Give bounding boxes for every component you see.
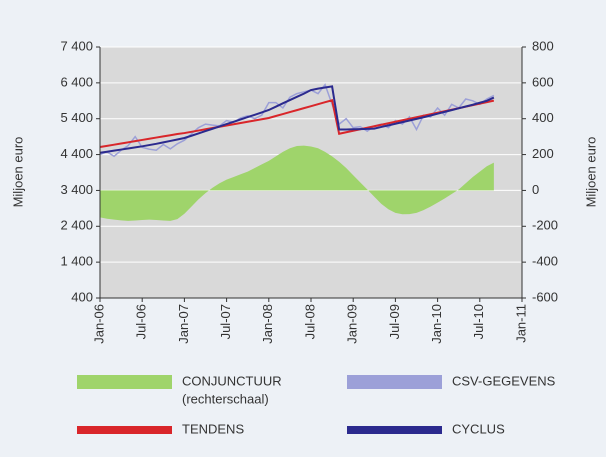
x-tick-label: Jan-06 (91, 304, 106, 344)
x-tick-label: Jul-09 (387, 304, 402, 339)
y-tick-label: 4 400 (60, 146, 93, 161)
legend-note: (rechterschaal) (182, 391, 269, 406)
y2-tick-label: -400 (532, 254, 558, 269)
line (99, 85, 495, 154)
y2-tick-label: 800 (532, 38, 554, 53)
x-tick-label: Jan-10 (429, 304, 444, 344)
area (100, 145, 494, 221)
y-tick-label: 400 (71, 289, 93, 304)
x-tick-label: Jul-06 (134, 304, 149, 339)
x-tick-label: Jul-10 (471, 304, 486, 339)
legend-swatch (77, 375, 172, 389)
x-tick-label: Jul-08 (302, 304, 317, 339)
y2-tick-label: 400 (532, 110, 554, 125)
y-tick-label: 6 400 (60, 74, 93, 89)
line (99, 98, 495, 149)
y2-axis-label: Miljoen euro (583, 137, 598, 208)
x-tick-label: Jan-07 (176, 304, 191, 344)
y-tick-label: 5 400 (60, 110, 93, 125)
y-tick-label: 2 400 (60, 218, 93, 233)
y2-tick-label: -600 (532, 289, 558, 304)
y2-tick-label: 0 (532, 182, 539, 197)
y2-tick-label: -200 (532, 218, 558, 233)
x-tick-label: Jan-08 (260, 304, 275, 344)
legend-swatch (347, 426, 442, 434)
legend-label: CSV-GEGEVENS (452, 373, 556, 388)
legend-label: TENDENS (182, 421, 244, 436)
y-axis-label: Miljoen euro (10, 137, 25, 208)
y-tick-label: 7 400 (60, 38, 93, 53)
y-tick-label: 1 400 (60, 254, 93, 269)
x-tick-label: Jan-11 (513, 304, 528, 343)
y2-tick-label: 600 (532, 74, 554, 89)
legend-swatch (347, 375, 442, 389)
legend-swatch (77, 426, 172, 434)
x-tick-label: Jul-07 (218, 304, 233, 339)
legend-label: CONJUNCTUUR (182, 373, 282, 388)
x-tick-label: Jan-09 (345, 304, 360, 344)
y2-tick-label: 200 (532, 146, 554, 161)
y-tick-label: 3 400 (60, 182, 93, 197)
legend-label: CYCLUS (452, 421, 505, 436)
